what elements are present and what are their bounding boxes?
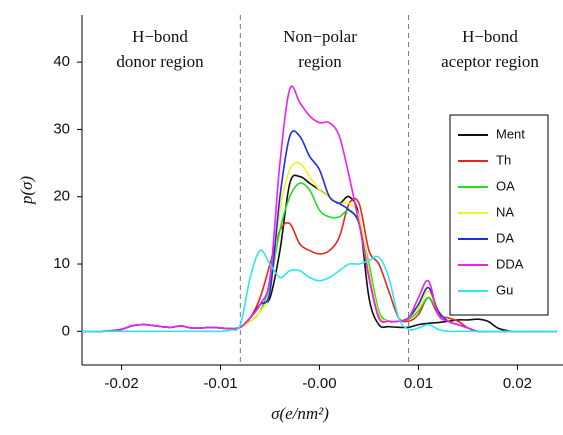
- x-axis-label: σ(e/nm²): [271, 404, 329, 423]
- legend-label: OA: [496, 178, 515, 193]
- legend-label: DA: [496, 230, 514, 245]
- region-label: Non−polar: [283, 27, 357, 46]
- legend-label: NA: [496, 204, 514, 219]
- x-tick-label: -0.00: [302, 375, 336, 392]
- region-label: H−bond: [132, 27, 188, 46]
- region-label: donor region: [116, 52, 204, 71]
- y-tick-label: 0: [62, 322, 70, 339]
- x-tick-label: 0.02: [503, 375, 532, 392]
- legend: Ment Th OA NA DA DDA Gu: [449, 114, 549, 316]
- y-axis-label: p(σ): [17, 176, 36, 206]
- region-label: aceptor region: [441, 52, 539, 71]
- y-tick-label: 10: [53, 255, 70, 272]
- x-tick-label: 0.01: [404, 375, 433, 392]
- legend-label: Gu: [496, 282, 513, 297]
- legend-box: [449, 114, 549, 316]
- y-tick-label: 40: [53, 53, 70, 70]
- legend-label: DDA: [496, 256, 524, 271]
- series-line: [82, 249, 557, 333]
- x-tick-label: -0.01: [203, 375, 237, 392]
- y-tick-label: 30: [53, 120, 70, 137]
- region-label: region: [298, 52, 342, 71]
- legend-label: Th: [496, 152, 511, 167]
- region-label: H−bond: [462, 27, 518, 46]
- y-tick-label: 20: [53, 188, 70, 205]
- legend-label: Ment: [496, 126, 525, 141]
- x-tick-label: -0.02: [104, 375, 138, 392]
